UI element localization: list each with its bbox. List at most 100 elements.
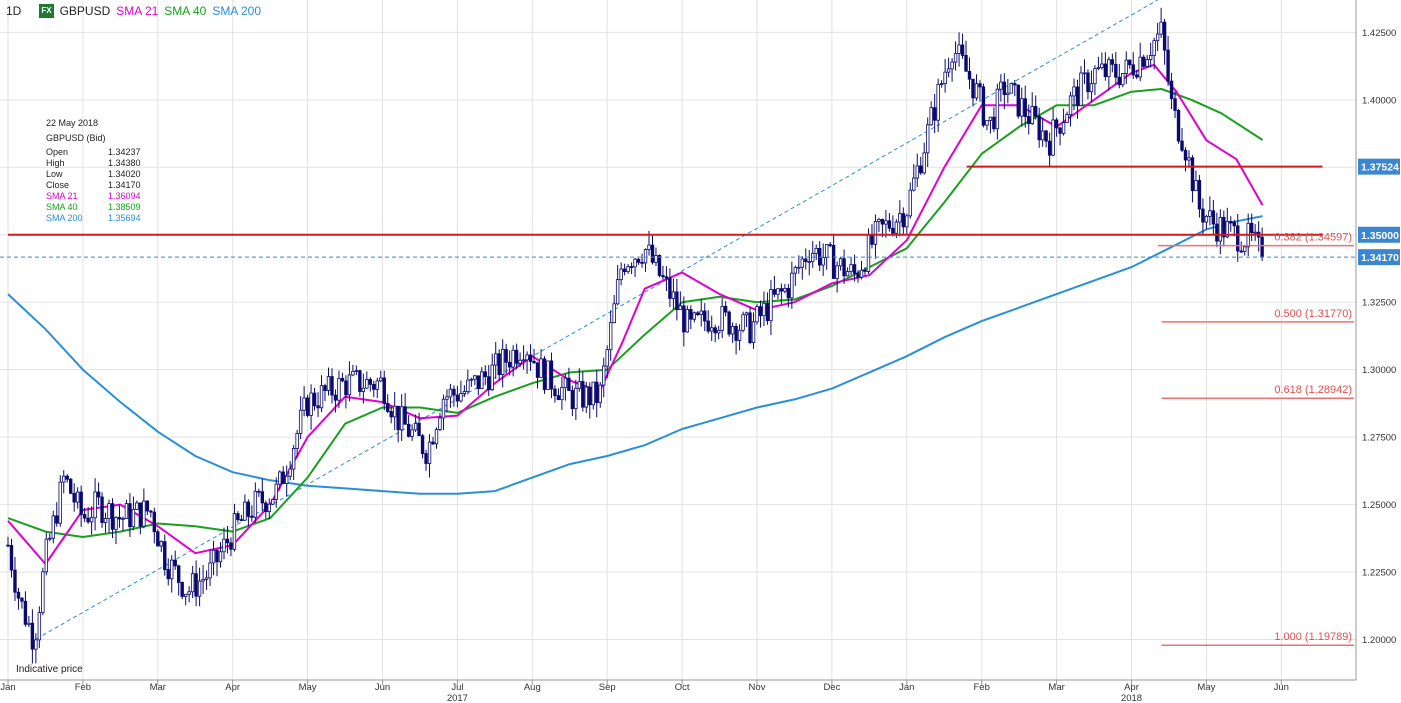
candle-down — [163, 541, 167, 570]
candle-up — [800, 258, 804, 268]
candle-down — [703, 310, 707, 322]
candle-down — [1141, 56, 1146, 67]
candle-up — [1204, 215, 1209, 223]
candle-down — [1033, 106, 1038, 117]
candle-down — [9, 544, 14, 571]
candle-up — [845, 271, 850, 277]
x-tick-label: Mar — [150, 682, 166, 693]
candle-up — [563, 377, 568, 388]
candle-up — [1068, 95, 1073, 116]
candle-up — [755, 306, 759, 323]
candle-up — [438, 417, 442, 430]
candle-up — [142, 500, 146, 527]
y-tick-label: 1.42500 — [1362, 28, 1396, 39]
candle-up — [615, 279, 620, 305]
price-tag-label: 1.37524 — [1361, 162, 1399, 174]
candle-down — [1114, 63, 1118, 78]
candle-up — [608, 322, 613, 351]
fibonacci-label: 1.000 (1.19789) — [1274, 631, 1352, 643]
candle-down — [312, 392, 317, 407]
candle-down — [69, 478, 73, 494]
candle-down — [6, 544, 10, 547]
candle-up — [821, 257, 825, 266]
candle-down — [1236, 225, 1240, 252]
indicative-price-note: Indicative price — [16, 664, 83, 675]
candle-down — [804, 258, 808, 262]
candle-down — [156, 531, 160, 547]
candle-up — [988, 116, 993, 121]
candle-up — [218, 551, 223, 563]
candle-down — [1128, 59, 1132, 66]
info-row-label: Open — [46, 147, 69, 157]
candle-down — [264, 502, 268, 513]
candle-down — [852, 264, 857, 274]
candle-down — [723, 305, 728, 313]
candle-down — [194, 573, 198, 597]
candle-up — [413, 422, 418, 431]
candle-down — [967, 70, 972, 80]
sma40-legend[interactable]: SMA 40 — [164, 4, 207, 18]
candle-down — [487, 376, 491, 391]
candle-down — [713, 327, 717, 334]
candle-down — [30, 622, 35, 650]
candle-down — [177, 565, 181, 583]
candle-down — [528, 354, 533, 362]
candle-up — [957, 44, 961, 54]
candle-up — [469, 378, 474, 381]
x-tick-label: Dec — [823, 682, 840, 693]
candle-down — [542, 358, 547, 390]
candle-down — [166, 569, 170, 580]
y-tick-label: 1.25000 — [1362, 500, 1396, 511]
sma200-legend[interactable]: SMA 200 — [212, 4, 262, 18]
candle-up — [347, 374, 352, 396]
x-tick-label: Feb — [974, 682, 990, 693]
info-row-label: High — [46, 158, 65, 168]
x-tick-label: Jan — [899, 682, 914, 693]
candle-down — [86, 517, 90, 523]
candle-up — [75, 491, 80, 503]
candle-down — [260, 491, 265, 504]
candle-down — [96, 491, 101, 498]
candle-down — [640, 261, 644, 264]
info-row-label: SMA 200 — [46, 213, 83, 223]
candle-up — [62, 475, 66, 483]
candle-down — [246, 501, 251, 517]
candle-up — [1006, 92, 1010, 95]
candle-down — [657, 254, 662, 276]
candle-up — [480, 371, 484, 390]
info-row-value: 1.34170 — [108, 180, 141, 190]
candle-up — [539, 358, 543, 378]
candle-down — [636, 258, 641, 263]
candle-down — [570, 390, 575, 410]
candle-up — [274, 483, 278, 500]
candle-down — [1201, 208, 1205, 223]
x-tick-label: Apr — [225, 682, 240, 693]
y-tick-label: 1.27500 — [1362, 433, 1396, 444]
x-tick-label: Feb — [75, 682, 91, 693]
candle-up — [946, 68, 951, 73]
candle-down — [1023, 98, 1027, 117]
candle-down — [664, 276, 669, 279]
candle-up — [1218, 216, 1223, 242]
candle-down — [772, 289, 777, 295]
timeframe-label[interactable]: 1D — [6, 4, 22, 18]
candle-up — [365, 379, 369, 389]
sma21-legend[interactable]: SMA 21 — [116, 4, 159, 18]
candle-up — [183, 593, 188, 597]
candle-down — [1002, 81, 1007, 95]
candle-down — [1173, 98, 1177, 111]
candle-down — [72, 492, 76, 503]
candle-down — [1110, 59, 1115, 65]
candle-down — [1058, 127, 1062, 134]
candle-up — [744, 312, 749, 316]
candle-down — [386, 403, 390, 412]
candle-down — [650, 244, 655, 263]
candle-down — [483, 371, 487, 378]
candle-up — [1145, 59, 1149, 67]
candle-down — [1211, 210, 1216, 225]
candle-up — [354, 370, 359, 373]
candle-down — [622, 268, 627, 273]
candle-down — [333, 394, 338, 401]
symbol-label[interactable]: GBPUSD — [59, 4, 111, 18]
